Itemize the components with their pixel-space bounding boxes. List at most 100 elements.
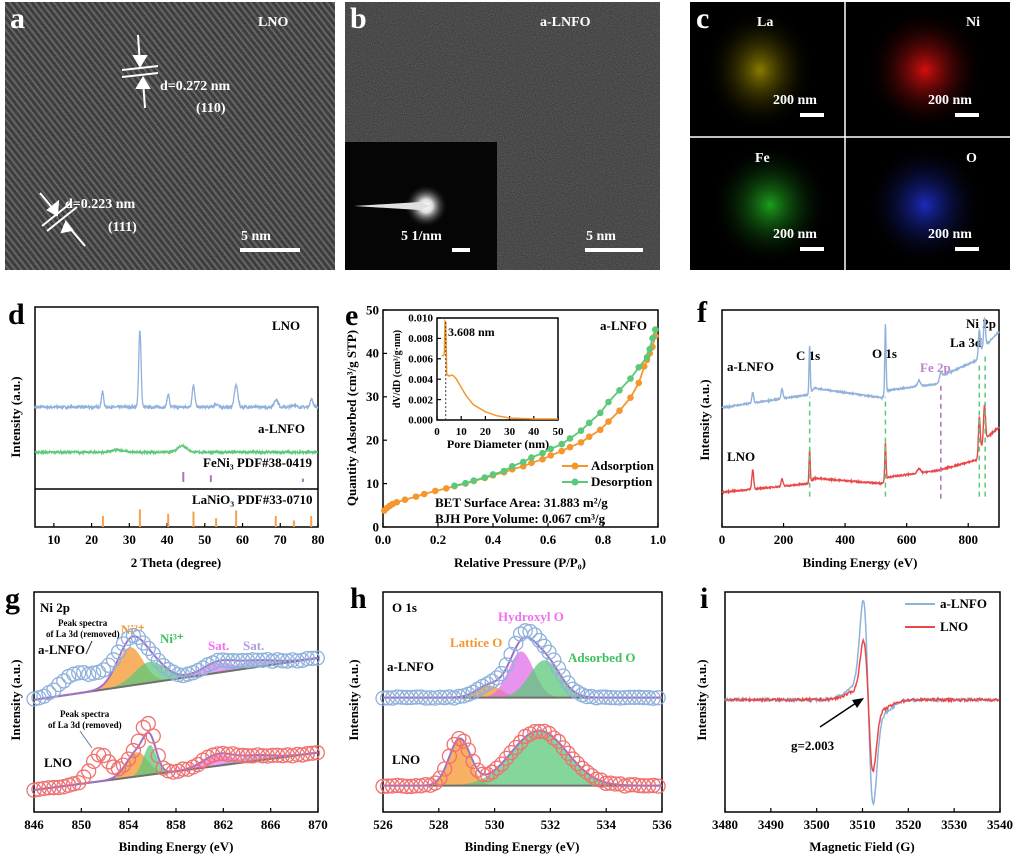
raw-data-point (503, 744, 519, 761)
raw-data-point (541, 644, 557, 660)
inset-y-axis-label: dV/dD (cm³/g·nm) (392, 330, 403, 408)
data-point (558, 447, 566, 455)
raw-data-point (455, 733, 472, 749)
y-tick-label: 0.008 (408, 333, 433, 345)
raw-data-point (484, 673, 500, 689)
raw-data-point (465, 753, 481, 770)
scale-bar-label: 5 nm (241, 229, 271, 244)
raw-data-point (588, 771, 605, 787)
reference-label: FeNi₃ PDF#38-0419 (203, 455, 312, 470)
saed-pattern-inset: 5 1/nm (345, 142, 497, 270)
raw-data-point (71, 775, 87, 791)
data-point (451, 482, 458, 490)
y-tick-label: 50 (366, 302, 379, 317)
raw-data-point (51, 779, 67, 796)
raw-data-point (195, 660, 211, 676)
bjh-annotation: BJH Pore Volume: 0.067 cm³/g (435, 511, 606, 526)
component-label: Ni²⁺ (121, 622, 145, 637)
scale-bar (800, 247, 824, 251)
data-point (539, 455, 546, 463)
d-spacing-label: d=0.272 nm (160, 79, 231, 94)
raw-data-point (522, 623, 538, 640)
panel-label-b: b (350, 2, 367, 35)
data-point (640, 363, 648, 370)
raw-data-point (546, 652, 562, 668)
raw-data-point (579, 764, 595, 780)
data-point (401, 496, 409, 503)
raw-data-point (264, 747, 281, 764)
raw-data-point (546, 730, 562, 746)
series-label: a-LNFO (258, 421, 305, 436)
chart-h-axes: 526 528 530 532 534 536 (373, 591, 672, 832)
raw-data-point (81, 763, 97, 779)
raw-data-point (225, 653, 241, 669)
x-tick-label: 30 (123, 532, 136, 547)
y-axis-label: Quantity Adsorbed (cm³/g STP) (344, 330, 359, 506)
x-tick-label: 70 (274, 532, 287, 547)
panel-label-c: c (696, 2, 709, 35)
raw-data-point (140, 640, 156, 657)
data-point (635, 363, 643, 371)
x-tick-label: 0.0 (375, 532, 391, 547)
raw-data-point (531, 723, 548, 740)
x-axis-label: Binding Energy (eV) (803, 555, 918, 570)
scale-bar-label: 200 nm (773, 93, 817, 108)
y-tick-label: 0.010 (408, 313, 433, 325)
legend-label: Desorption (591, 474, 653, 489)
element-label: Fe (755, 151, 770, 166)
raw-data-point (235, 652, 251, 669)
x-axis-label: Binding Energy (eV) (119, 839, 234, 854)
raw-data-point (493, 756, 510, 772)
legend-label: LNO (940, 619, 968, 634)
x-tick-label: 3540 (987, 817, 1013, 832)
eds-map-la: La 200 nm (705, 8, 824, 132)
legend: Adsorption Desorption (562, 458, 655, 489)
data-point (508, 462, 516, 470)
sample-label: a-LNFO (600, 318, 647, 333)
note-label: Peak spectra (58, 618, 108, 628)
peak-label: C 1s (796, 348, 820, 363)
raw-data-point (503, 646, 519, 663)
data-point (566, 443, 574, 451)
raw-data-point (531, 632, 548, 649)
data-point (627, 375, 634, 382)
survey-spectrum-LNO (721, 404, 1000, 495)
data-point (585, 433, 593, 441)
y-axis-label: Intensity (a.u.) (8, 376, 23, 457)
data-point (431, 487, 439, 495)
raw-data-point (484, 764, 500, 780)
raw-data-point (150, 652, 166, 669)
y-tick-label: 0 (373, 519, 380, 534)
chart-f-axes: 0 200 400 600 800 (719, 309, 1000, 547)
raw-data-point (130, 629, 147, 646)
x-tick-label: 0.8 (595, 532, 612, 547)
series-label: LNO (272, 318, 300, 333)
data-point (646, 345, 654, 353)
raw-data-point (432, 770, 448, 786)
x-tick-label: 0 (719, 532, 726, 547)
inset-scale-bar (452, 248, 470, 252)
note-label: of La 3d (removed) (48, 720, 122, 730)
data-point (528, 454, 535, 461)
raw-data-point (41, 780, 57, 796)
panel-label-a: a (10, 2, 25, 35)
data-point (577, 439, 585, 446)
leader-line (79, 730, 93, 749)
chart-g-labels: g Ni 2p Peak spectra of La 3d (removed) … (5, 582, 264, 854)
raw-data-point (110, 644, 127, 660)
raw-data-point (593, 772, 609, 788)
raw-data-point (26, 782, 42, 798)
xrd-series-LNO (34, 330, 319, 411)
x-tick-label: 10 (456, 426, 468, 438)
x-tick-label: 536 (652, 817, 672, 832)
raw-data-point (493, 665, 510, 682)
raw-data-point (220, 653, 236, 669)
xrd-series-a-LNFO (34, 442, 319, 456)
raw-data-point (304, 650, 320, 667)
raw-data-point (31, 781, 47, 797)
eds-map-ni: Ni 200 nm (865, 8, 985, 132)
panel-label-h: h (350, 582, 367, 615)
raw-data-point (269, 747, 286, 763)
scale-bar (240, 248, 300, 252)
legend-label: a-LNFO (940, 596, 987, 611)
